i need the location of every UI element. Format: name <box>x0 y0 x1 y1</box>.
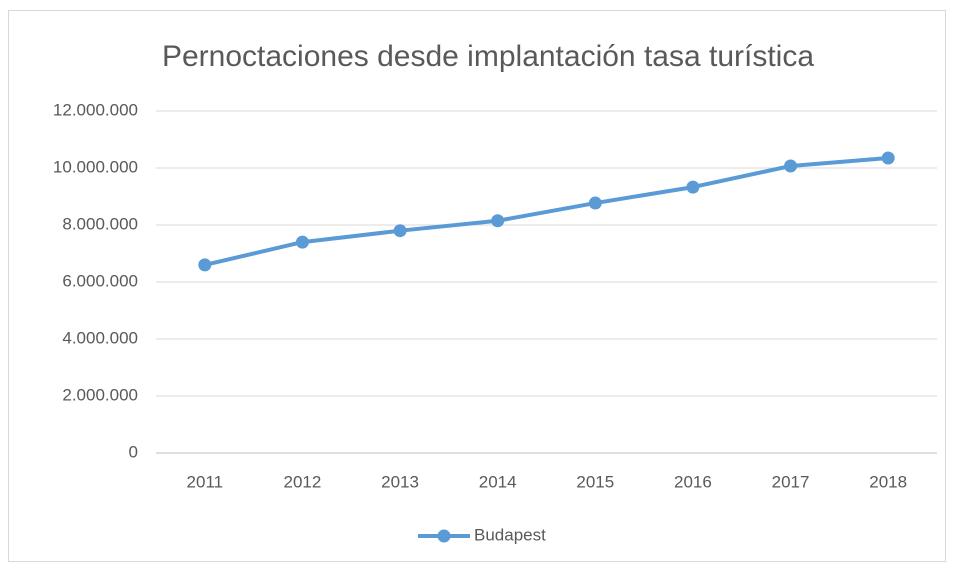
x-tick-label: 2013 <box>381 472 419 491</box>
legend-label: Budapest <box>474 525 546 544</box>
data-point <box>881 151 895 165</box>
data-point <box>588 196 602 210</box>
x-tick-label: 2015 <box>576 472 614 491</box>
chart-frame <box>8 10 946 562</box>
data-point <box>784 159 798 173</box>
y-tick-label: 2.000.000 <box>62 385 138 404</box>
x-tick-label: 2018 <box>869 472 907 491</box>
x-tick-label: 2016 <box>674 472 712 491</box>
legend-marker <box>437 529 451 543</box>
series-line <box>202 156 891 267</box>
data-point <box>491 214 505 228</box>
data-point <box>295 235 309 249</box>
y-tick-label: 8.000.000 <box>62 214 138 233</box>
data-point <box>686 180 700 194</box>
x-tick-label: 2014 <box>479 472 517 491</box>
y-tick-label: 4.000.000 <box>62 328 138 347</box>
data-point <box>198 258 212 272</box>
chart-title: Pernoctaciones desde implantación tasa t… <box>162 40 814 73</box>
x-tick-label: 2012 <box>284 472 322 491</box>
x-tick-label: 2011 <box>187 472 224 491</box>
x-tick-label: 2017 <box>772 472 810 491</box>
y-tick-label: 0 <box>129 442 138 461</box>
data-point <box>393 224 407 238</box>
y-tick-label: 6.000.000 <box>62 271 138 290</box>
y-tick-label: 12.000.000 <box>53 100 138 119</box>
y-tick-label: 10.000.000 <box>53 157 138 176</box>
